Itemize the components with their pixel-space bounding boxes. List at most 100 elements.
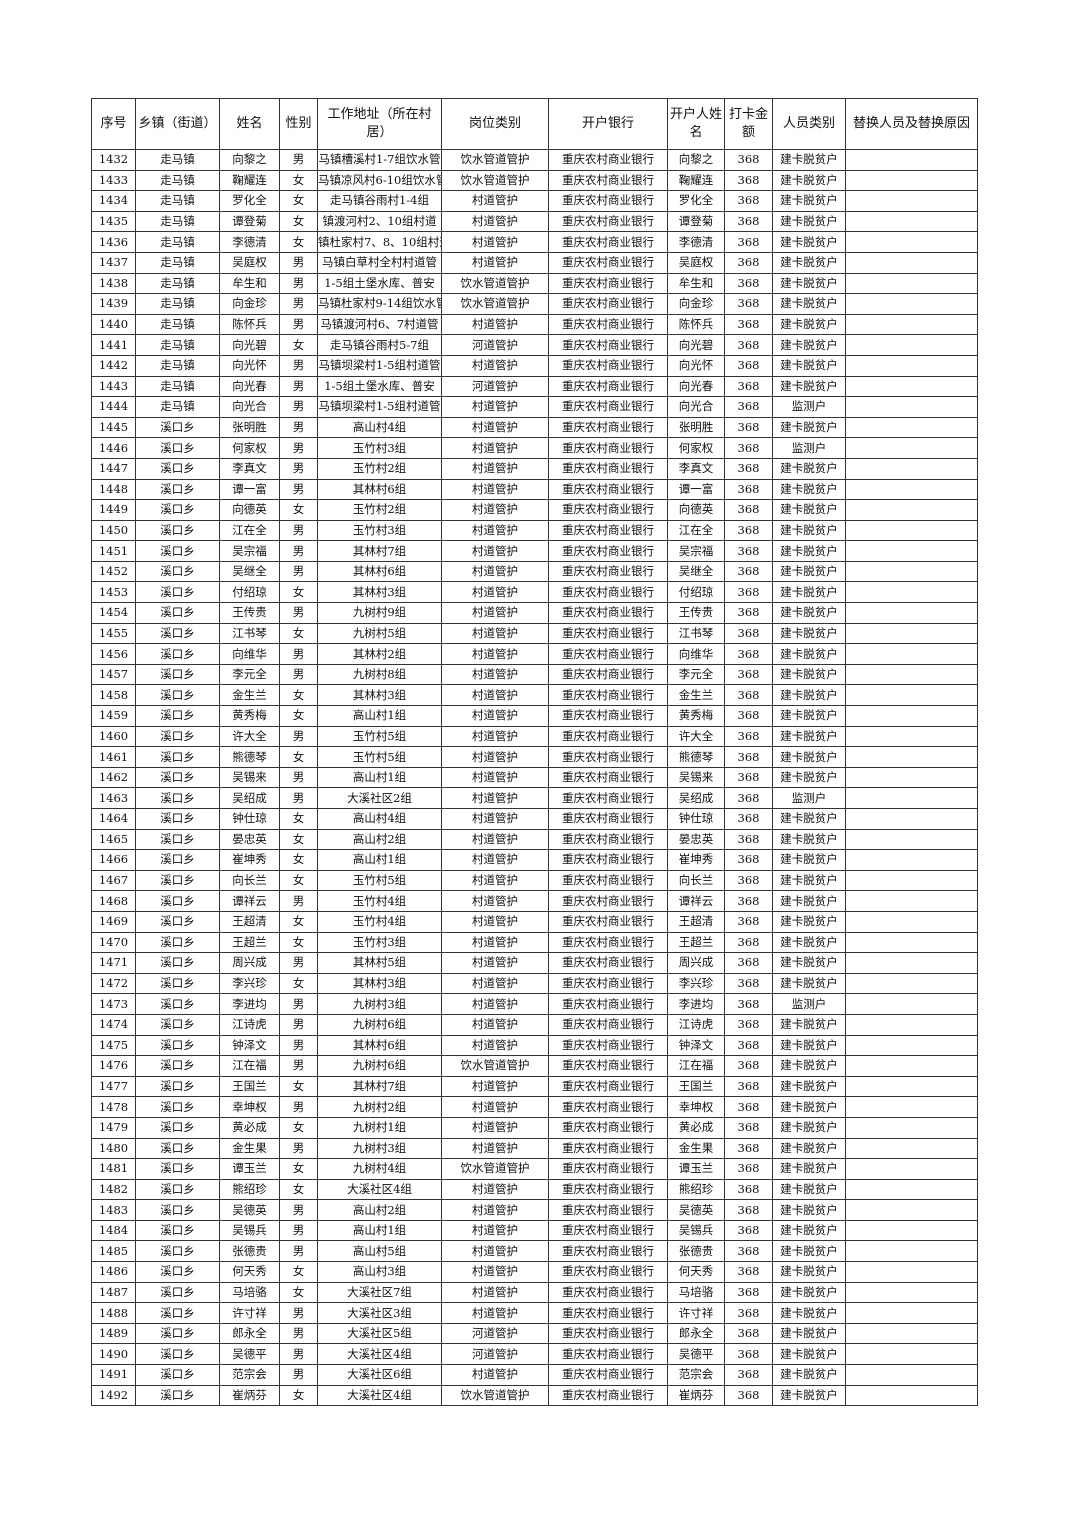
cell-township: 溪口乡 [135, 931, 220, 954]
cell-post-type: 村道管护 [441, 354, 549, 377]
cell-township: 走马镇 [135, 334, 220, 356]
address-text: 九树村4组 [352, 1161, 407, 1176]
cell-amount: 368 [724, 1219, 773, 1242]
cell-gender: 男 [279, 1137, 318, 1160]
cell-post-type: 河道管护 [441, 375, 549, 398]
cell-bank: 重庆农村商业银行 [548, 1384, 668, 1407]
cell-name: 吴宗福 [219, 540, 280, 562]
cell-work-address: 玉竹村3组 [317, 437, 442, 459]
address-text: 大溪社区2组 [347, 790, 412, 805]
address-text: 九树村6组 [352, 1017, 407, 1032]
cell-account-holder: 吴宗福 [667, 540, 725, 562]
table-row: 1486 溪口乡 何天秀女高山村3组 村道管护 重庆农村商业银行 何天秀 368 建卡脱贫户 [91, 1261, 978, 1283]
cell-gender: 女 [279, 808, 318, 830]
table-row: 1450 溪口乡 江在全男玉竹村3组 村道管护 重庆农村商业银行 江在全 368 建卡脱贫户 [91, 519, 978, 542]
cell-index: 1462 [91, 766, 136, 789]
cell-post-type: 村道管护 [441, 705, 549, 727]
address-text: 高山村1组 [352, 852, 407, 867]
cell-township: 溪口乡 [135, 972, 220, 995]
cell-bank: 重庆农村商业银行 [548, 581, 668, 604]
cell-replacement [845, 890, 978, 912]
cell-township: 溪口乡 [135, 1116, 220, 1139]
cell-work-address: 玉竹村3组 [317, 519, 442, 542]
cell-bank: 重庆农村商业银行 [548, 622, 668, 645]
cell-name: 向金珍 [219, 293, 280, 315]
cell-amount: 368 [724, 478, 773, 501]
cell-amount: 368 [724, 910, 773, 933]
cell-amount: 368 [724, 787, 773, 809]
cell-index: 1483 [91, 1199, 136, 1221]
cell-bank: 重庆农村商业银行 [548, 1343, 668, 1366]
cell-name: 崔坤秀 [219, 849, 280, 871]
cell-work-address: 高山村1组 [317, 705, 442, 727]
address-text: 其林村3组 [352, 687, 407, 702]
cell-account-holder: 鞠耀连 [667, 169, 725, 192]
cell-name: 吴庭权 [219, 251, 280, 274]
cell-amount: 368 [724, 1240, 773, 1263]
cell-amount: 368 [724, 1178, 773, 1201]
cell-bank: 重庆农村商业银行 [548, 1137, 668, 1160]
cell-township: 溪口乡 [135, 478, 220, 501]
table-row: 1442 走马镇 向光怀男马镇坝梁村1-5组村道管 村道管护 重庆农村商业银行 向光怀 36… [91, 354, 978, 377]
cell-account-holder: 李元全 [667, 663, 725, 686]
cell-amount: 368 [724, 499, 773, 521]
cell-work-address: 马镇坝梁村1-5组村道管 [317, 396, 442, 418]
table-row: 1481 溪口乡 谭玉兰女九树村4组 饮水管道管护 重庆农村商业银行 谭玉兰 368 建卡脱贫… [91, 1158, 978, 1180]
cell-post-type: 村道管护 [441, 478, 549, 501]
cell-index: 1440 [91, 313, 136, 336]
cell-township: 溪口乡 [135, 1364, 220, 1386]
cell-name: 谭玉兰 [219, 1158, 280, 1180]
cell-person-type: 建卡脱贫户 [772, 169, 846, 192]
table-row: 1463 溪口乡 吴绍成男大溪社区2组 村道管护 重庆农村商业银行 吴绍成 368 监测户 [91, 787, 978, 809]
table-row: 1477 溪口乡 王国兰女其林村7组 村道管护 重庆农村商业银行 王国兰 368 建卡脱贫户 [91, 1075, 978, 1098]
address-text: 高山村5组 [352, 1243, 407, 1258]
cell-gender: 女 [279, 581, 318, 604]
cell-bank: 重庆农村商业银行 [548, 1158, 668, 1180]
cell-work-address: 玉竹村4组 [317, 910, 442, 933]
cell-bank: 重庆农村商业银行 [548, 808, 668, 830]
table-row: 1475 溪口乡 钟泽文男其林村6组 村道管护 重庆农村商业银行 钟泽文 368 建卡脱贫户 [91, 1034, 978, 1057]
cell-index: 1474 [91, 1013, 136, 1036]
cell-replacement [845, 705, 978, 727]
cell-name: 向光合 [219, 396, 280, 418]
cell-township: 溪口乡 [135, 1158, 220, 1180]
address-text: 玉竹村5组 [352, 873, 407, 888]
cell-gender: 男 [279, 416, 318, 439]
cell-township: 溪口乡 [135, 1178, 220, 1201]
cell-index: 1436 [91, 231, 136, 253]
cell-work-address: 大溪社区2组 [317, 787, 442, 809]
cell-replacement [845, 375, 978, 398]
cell-work-address: 高山村3组 [317, 1261, 442, 1283]
cell-bank: 重庆农村商业银行 [548, 169, 668, 192]
cell-bank: 重庆农村商业银行 [548, 1075, 668, 1098]
cell-work-address: 大溪社区5组 [317, 1322, 442, 1345]
cell-person-type: 建卡脱贫户 [772, 869, 846, 892]
cell-work-address: 大溪社区3组 [317, 1302, 442, 1324]
cell-amount: 368 [724, 1137, 773, 1160]
cell-replacement [845, 1343, 978, 1366]
address-text: 其林村2组 [352, 646, 407, 661]
cell-index: 1443 [91, 375, 136, 398]
cell-gender: 男 [279, 602, 318, 624]
table-row: 1439 走马镇 向金珍男马镇杜家村9-14组饮水管 饮水管道管护 重庆农村商业银行 向金… [91, 293, 978, 315]
cell-amount: 368 [724, 190, 773, 212]
cell-post-type: 村道管护 [441, 1116, 549, 1139]
table-row: 1489 溪口乡 郎永全男大溪社区5组 河道管护 重庆农村商业银行 郎永全 368 建卡脱贫户 [91, 1322, 978, 1345]
cell-name: 牟生和 [219, 272, 280, 295]
cell-account-holder: 吴德英 [667, 1199, 725, 1221]
cell-work-address: 其林村7组 [317, 1075, 442, 1098]
cell-work-address: 其林村3组 [317, 972, 442, 995]
address-text: 玉竹村2组 [352, 461, 407, 476]
cell-name: 钟仕琼 [219, 808, 280, 830]
cell-bank: 重庆农村商业银行 [548, 725, 668, 748]
cell-person-type: 建卡脱贫户 [772, 231, 846, 253]
cell-person-type: 建卡脱贫户 [772, 313, 846, 336]
cell-gender: 男 [279, 560, 318, 583]
cell-account-holder: 谭一富 [667, 478, 725, 501]
cell-replacement [845, 519, 978, 542]
cell-account-holder: 李兴珍 [667, 972, 725, 995]
cell-amount: 368 [724, 1199, 773, 1221]
cell-replacement [845, 396, 978, 418]
cell-replacement [845, 149, 978, 171]
cell-account-holder: 江诗虎 [667, 1013, 725, 1036]
